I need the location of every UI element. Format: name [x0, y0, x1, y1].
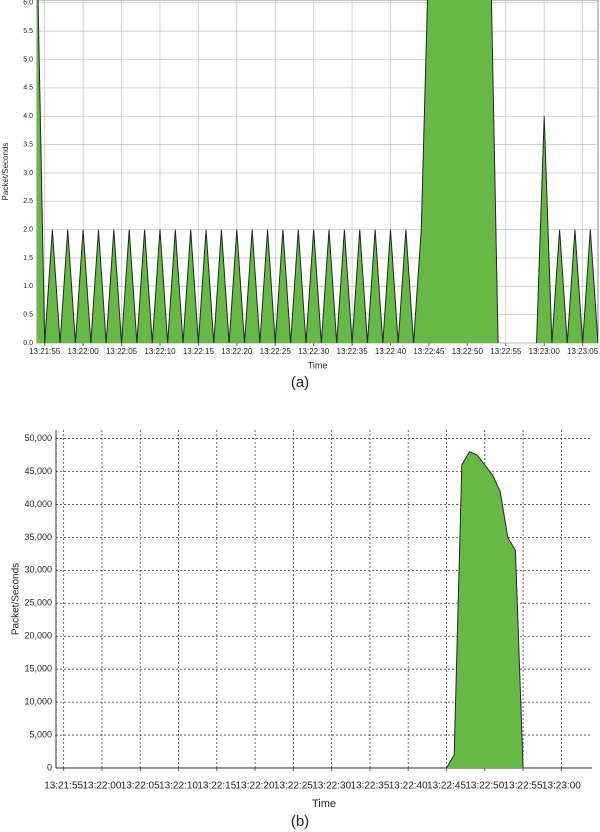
y-tick-label: 45,000 [24, 466, 52, 476]
x-tick-label: 13:22:05 [106, 347, 138, 356]
x-tick-label: 13:21:55 [29, 347, 61, 356]
x-axis-label: Time [308, 360, 328, 370]
y-tick-label: 40,000 [24, 499, 52, 509]
area-fill [536, 116, 598, 343]
x-tick-label: 13:22:25 [260, 347, 292, 356]
x-tick-label: 13:23:00 [542, 781, 581, 792]
x-tick-label: 13:23:05 [567, 347, 599, 356]
x-tick-label: 13:22:00 [68, 347, 100, 356]
caption: (a) [291, 374, 309, 391]
y-tick-label: 4.5 [23, 85, 33, 92]
x-tick-label: 13:22:40 [375, 347, 407, 356]
x-axis-label: Time [312, 798, 336, 810]
y-tick-label: 20,000 [24, 631, 52, 641]
x-tick-label: 13:23:00 [529, 347, 561, 356]
x-tick-label: 13:22:50 [465, 781, 504, 792]
y-tick-label: 2.5 [23, 198, 33, 205]
area-line [536, 116, 598, 343]
y-tick-label: 0 [47, 762, 52, 772]
x-tick-label: 13:22:55 [504, 781, 543, 792]
y-tick-label: 6.0 [23, 0, 33, 7]
y-axis-label: Packet/Seconds [1, 143, 10, 201]
x-tick-label: 13:22:50 [452, 347, 484, 356]
y-tick-label: 2.0 [23, 226, 33, 233]
y-tick-label: 1.0 [23, 283, 33, 290]
x-tick-label: 13:22:35 [350, 781, 389, 792]
y-tick-label: 4.0 [23, 113, 33, 120]
x-tick-label: 13:22:20 [221, 347, 253, 356]
y-tick-label: 3.5 [23, 141, 33, 148]
caption: (b) [291, 813, 309, 830]
x-tick-label: 13:22:15 [183, 347, 215, 356]
area-fill [56, 451, 592, 768]
x-tick-label: 13:22:45 [427, 781, 466, 792]
area-fill [37, 0, 499, 343]
y-tick-label: 0.0 [23, 340, 33, 347]
x-tick-label: 13:22:30 [298, 347, 330, 356]
area-line [56, 451, 592, 768]
x-tick-label: 13:21:55 [44, 781, 83, 792]
x-tick-label: 13:22:10 [144, 347, 176, 356]
x-tick-label: 13:22:05 [121, 781, 160, 792]
x-tick-label: 13:22:25 [274, 781, 313, 792]
y-axis-label: Packet/Seconds [11, 563, 22, 635]
chart: 0.0 0.5 1.0 1.5 2.0 2.5 3.0 3.5 4.0 4.5 5.0 5.5 6.0 1… [1, 0, 599, 391]
area-line [37, 0, 499, 343]
x-tick-label: 13:22:10 [159, 781, 198, 792]
x-tick-label: 13:22:30 [312, 781, 351, 792]
y-tick-label: 0.5 [23, 311, 33, 318]
y-tick-label: 5.5 [23, 28, 33, 35]
y-tick-label: 30,000 [24, 565, 52, 575]
plot-clip [37, 0, 598, 343]
y-tick-label: 35,000 [24, 532, 52, 542]
chart: 0 5,000 10,000 15,000 20,000 25,000 30,000 35,0… [11, 430, 592, 830]
plot-clip [56, 451, 592, 768]
y-tick-label: 25,000 [24, 598, 52, 608]
x-tick-label: 13:22:45 [413, 347, 445, 356]
x-tick-label: 13:22:15 [197, 781, 236, 792]
x-tick-label: 13:22:35 [337, 347, 369, 356]
x-tick-label: 13:22:20 [236, 781, 275, 792]
y-tick-label: 15,000 [24, 664, 52, 674]
y-tick-label: 5,000 [29, 729, 52, 739]
y-tick-label: 5.0 [23, 56, 33, 63]
x-tick-label: 13:22:40 [389, 781, 428, 792]
x-tick-label: 13:22:00 [82, 781, 121, 792]
x-tick-label: 13:22:55 [490, 347, 522, 356]
y-tick-label: 50,000 [24, 433, 52, 443]
y-tick-label: 1.5 [23, 255, 33, 262]
y-tick-label: 10,000 [24, 696, 52, 706]
y-tick-label: 3.0 [23, 170, 33, 177]
